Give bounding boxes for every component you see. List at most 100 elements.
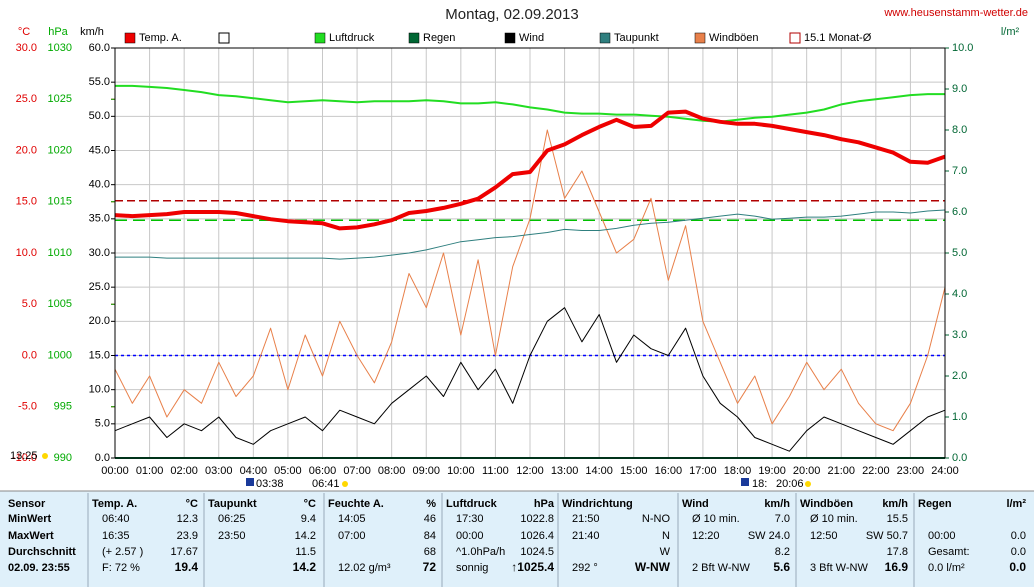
- y4-tick-label: 6.0: [952, 206, 967, 218]
- source: www.heusenstamm-wetter.de: [883, 7, 1028, 19]
- table-cell: 8.2: [775, 546, 790, 558]
- y-tick-label: 15.0: [16, 196, 37, 208]
- y3-tick-label: 40.0: [89, 179, 110, 191]
- series-line: [114, 307, 946, 452]
- column-header: Luftdruck: [446, 498, 498, 510]
- x-tick-label: 11:00: [482, 465, 509, 477]
- x-tick-label: 06:00: [309, 465, 337, 477]
- x-tick-label: 00:00: [101, 465, 129, 477]
- column-unit: %: [426, 498, 436, 510]
- y2-tick-label: 1015: [48, 196, 72, 208]
- table-cell: sonnig: [456, 562, 488, 574]
- y3-tick-label: 20.0: [89, 315, 110, 327]
- x-tick-label: 07:00: [343, 465, 371, 477]
- x-tick-label: 19:00: [758, 465, 786, 477]
- table-cell: N: [662, 530, 670, 542]
- table-cell: 1026.4: [520, 530, 554, 542]
- legend-label: Wind: [519, 32, 544, 44]
- table-cell: 9.4: [301, 513, 316, 525]
- table-cell: 7.0: [775, 513, 790, 525]
- y2-axis-label: hPa: [48, 26, 68, 38]
- table-cell: 16:35: [102, 530, 130, 542]
- x-tick-label: 21:00: [827, 465, 855, 477]
- row-label: MinWert: [8, 513, 52, 525]
- row-label: 02.09. 23:55: [8, 562, 70, 574]
- sun-icon: [42, 453, 48, 459]
- y2-tick-label: 1025: [48, 93, 72, 105]
- column-header: Temp. A.: [92, 498, 137, 510]
- column-unit: hPa: [534, 498, 555, 510]
- table-cell: 12.3: [177, 513, 198, 525]
- y3-tick-label: 30.0: [89, 247, 110, 259]
- x-tick-label: 15:00: [620, 465, 648, 477]
- y-tick-label: 10.0: [16, 247, 37, 259]
- y4-tick-label: 0.0: [952, 452, 967, 464]
- y3-tick-label: 35.0: [89, 213, 110, 225]
- table-cell: 12.02 g/m³: [338, 562, 391, 574]
- chart-title: Montag, 02.09.2013: [445, 6, 578, 23]
- column-unit: l/m²: [1006, 498, 1026, 510]
- y2-tick-label: 1020: [48, 144, 72, 156]
- table-cell: 19.4: [175, 560, 199, 574]
- table-cell: 1022.8: [520, 513, 554, 525]
- x-tick-label: 24:00: [931, 465, 959, 477]
- table-cell: 14.2: [293, 560, 317, 574]
- y3-tick-label: 45.0: [89, 144, 110, 156]
- column-unit: °C: [186, 498, 198, 510]
- legend-label: Regen: [423, 32, 455, 44]
- y-tick-label: -5.0: [18, 401, 37, 413]
- series-line: [114, 129, 946, 432]
- y2-tick-label: 1010: [48, 247, 72, 259]
- x-tick-label: 05:00: [274, 465, 302, 477]
- moon-icon: [741, 478, 749, 486]
- table-cell: 11.5: [295, 546, 316, 558]
- table-cell: 21:40: [572, 530, 600, 542]
- legend-swatch: [504, 32, 516, 44]
- annotation: 18:: [752, 478, 767, 490]
- table-cell: 23.9: [177, 530, 198, 542]
- table-cell: Ø 10 min.: [810, 513, 858, 525]
- column-unit: °C: [304, 498, 316, 510]
- table-cell: 00:00: [456, 530, 484, 542]
- legend-label: Luftdruck: [329, 32, 375, 44]
- table-cell: ↑1025.4: [511, 560, 554, 574]
- legend-swatch: [694, 32, 706, 44]
- table-cell: 21:50: [572, 513, 600, 525]
- column-header: Windböen: [800, 498, 853, 510]
- y4-tick-label: 1.0: [952, 411, 967, 423]
- table-cell: 84: [424, 530, 436, 542]
- y4-tick-label: 4.0: [952, 288, 967, 300]
- x-tick-label: 10:00: [447, 465, 475, 477]
- row-label: MaxWert: [8, 530, 54, 542]
- row-label: Durchschnitt: [8, 546, 76, 558]
- x-tick-label: 20:00: [793, 465, 821, 477]
- table-cell: 5.6: [773, 560, 790, 574]
- column-unit: km/h: [764, 498, 790, 510]
- series-line: [114, 109, 946, 231]
- table-cell: 07:00: [338, 530, 366, 542]
- column-header: Feuchte A.: [328, 498, 384, 510]
- table-cell: 0.0: [1011, 546, 1026, 558]
- series-line: [115, 209, 946, 260]
- table-cell: 3 Bft W-NW: [810, 562, 868, 574]
- column-unit: km/h: [882, 498, 908, 510]
- table-cell: SW 24.0: [748, 530, 790, 542]
- legend-swatch: [124, 32, 136, 44]
- table-cell: 1024.5: [520, 546, 554, 558]
- annotation: 06:41: [312, 478, 340, 490]
- table-cell: 12:20: [692, 530, 720, 542]
- table-cell: Ø 10 min.: [692, 513, 740, 525]
- y2-tick-label: 1005: [48, 298, 72, 310]
- column-header: Wind: [682, 498, 709, 510]
- sun-icon: [805, 481, 811, 487]
- y2-tick-label: 990: [54, 452, 72, 464]
- y2-tick-label: 1030: [48, 42, 72, 54]
- legend-swatch: [314, 32, 326, 44]
- legend-swatch: [789, 32, 801, 44]
- table-cell: 292 °: [572, 562, 598, 574]
- table-cell: W: [660, 546, 671, 558]
- y4-tick-label: 7.0: [952, 165, 967, 177]
- table-cell: 15.5: [887, 513, 908, 525]
- legend-swatch: [408, 32, 420, 44]
- table-cell: 17.67: [170, 546, 198, 558]
